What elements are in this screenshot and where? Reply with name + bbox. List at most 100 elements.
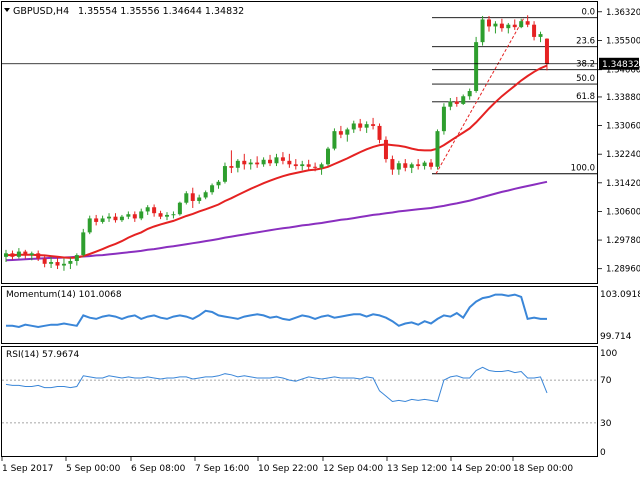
- time-axis[interactable]: 1 Sep 2017 5 Sep 00:00 6 Sep 08:00 7 Sep 16…: [1, 457, 573, 474]
- candle: [165, 212, 169, 221]
- candle: [42, 255, 47, 268]
- candle: [113, 213, 118, 223]
- price-tick-label: 1.28960: [606, 265, 640, 275]
- candle-body: [145, 207, 150, 212]
- candle-body: [383, 139, 388, 160]
- candle: [126, 211, 131, 220]
- fibonacci-retracement[interactable]: 0.0 23.6 38.2 50.0 61.8 100.0: [432, 8, 598, 175]
- fibo-level-label: 61.8: [576, 92, 595, 102]
- price-tick-label: 1.36320: [606, 8, 640, 18]
- candle: [403, 159, 408, 172]
- candle-body: [55, 262, 60, 266]
- candle: [319, 162, 324, 175]
- candle-body: [506, 24, 511, 29]
- candle: [313, 162, 318, 172]
- candle-body: [81, 232, 86, 256]
- candle: [74, 253, 79, 266]
- candle-body: [74, 255, 79, 262]
- candle-body: [139, 211, 144, 219]
- candle: [532, 21, 537, 41]
- candle: [448, 97, 453, 111]
- candle-body: [480, 19, 485, 43]
- candle-body: [171, 214, 176, 216]
- candle-body: [364, 124, 369, 128]
- sma-slow-line: [5, 180, 548, 262]
- momentum-panel-frame[interactable]: [1, 286, 598, 344]
- candle: [474, 36, 479, 93]
- candle: [371, 117, 376, 130]
- candle: [29, 251, 34, 261]
- candle: [409, 162, 414, 174]
- fibo-level-label: 100.0: [571, 164, 595, 174]
- candle: [94, 214, 99, 226]
- price-axis[interactable]: 1.36320 1.35500 1.34660 1.33880 1.33060 1.322…: [598, 8, 640, 275]
- candle: [351, 120, 356, 133]
- candle: [216, 180, 221, 189]
- candle: [493, 21, 498, 34]
- candle-body: [49, 262, 54, 264]
- candle-body: [454, 101, 459, 104]
- candle: [441, 103, 446, 135]
- candle: [184, 191, 189, 205]
- candle-body: [326, 148, 330, 165]
- candle: [177, 201, 182, 216]
- candle: [197, 194, 202, 204]
- candle-body: [61, 263, 66, 266]
- candle-body: [467, 91, 472, 97]
- price-tick-label: 1.34660: [606, 66, 640, 76]
- candle: [287, 153, 292, 168]
- ohlc-label: 1.35554 1.35556 1.34644 1.34832: [78, 6, 244, 17]
- sma-fast-path: [6, 64, 548, 259]
- candle-body: [300, 164, 305, 167]
- candle-body: [461, 96, 466, 104]
- candle-body: [519, 21, 524, 28]
- candle: [480, 15, 485, 46]
- candle: [171, 211, 176, 219]
- candle-body: [351, 123, 356, 130]
- candle-body: [268, 159, 273, 164]
- candle-body: [525, 21, 530, 25]
- candle: [326, 146, 330, 167]
- fibo-level-label: 38.2: [576, 60, 595, 70]
- main-panel-frame[interactable]: [1, 1, 598, 284]
- candle-body: [313, 166, 318, 168]
- rsi-panel-frame[interactable]: [1, 346, 598, 457]
- time-tick-label: 10 Sep 22:00: [258, 464, 318, 474]
- fibo-level-label: 50.0: [576, 74, 595, 84]
- time-tick-label: 6 Sep 08:00: [131, 464, 186, 474]
- candle: [139, 208, 144, 221]
- candle: [55, 256, 60, 270]
- candle-body: [435, 131, 440, 167]
- rsi-line: [5, 366, 548, 403]
- candle-body: [377, 125, 382, 140]
- price-tick-label: 1.32240: [606, 150, 640, 160]
- rsi-tick-label: 70: [600, 376, 612, 386]
- candle: [332, 128, 337, 151]
- candle-body: [158, 213, 163, 217]
- candle-body: [544, 38, 549, 64]
- candle-body: [10, 253, 15, 257]
- candle-body: [100, 218, 105, 222]
- candle: [87, 215, 92, 235]
- candle-body: [222, 166, 227, 182]
- candle-body: [332, 131, 337, 149]
- candle-body: [287, 160, 292, 165]
- rsi-tick-label: 30: [600, 419, 612, 429]
- candle-body: [94, 218, 99, 222]
- candle: [506, 22, 511, 34]
- candle-body: [23, 251, 28, 256]
- candle-body: [126, 214, 131, 217]
- candle-body: [441, 106, 446, 132]
- candle: [100, 215, 105, 224]
- momentum-tick-bottom: 99.714: [600, 332, 632, 342]
- candle-body: [448, 101, 453, 107]
- momentum-line: [6, 293, 547, 329]
- candle-body: [42, 258, 47, 264]
- candle-body: [512, 24, 517, 28]
- candle: [467, 88, 472, 100]
- candle-body: [229, 166, 234, 168]
- candlestick-series: [4, 15, 549, 271]
- candle-body: [493, 23, 498, 27]
- candle: [487, 15, 491, 32]
